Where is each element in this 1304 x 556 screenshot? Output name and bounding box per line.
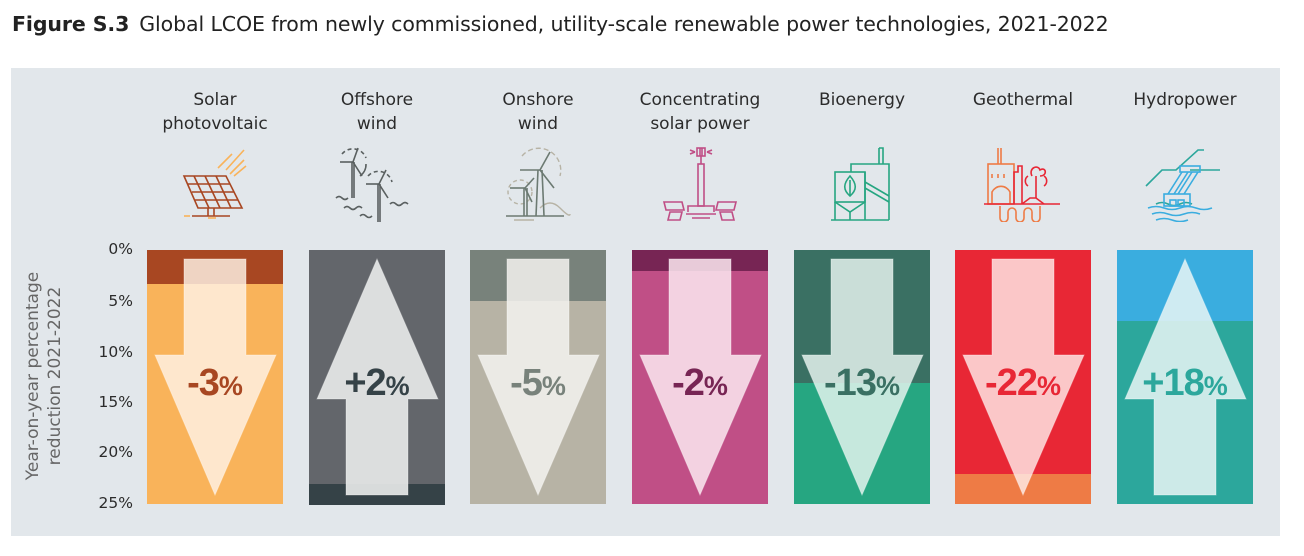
y-axis-label-line2: reduction 2021-2022 xyxy=(45,286,65,466)
label-geothermal: Geothermal xyxy=(972,90,1074,110)
label-offshore-wind: Offshore wind xyxy=(340,90,414,134)
value-label: +2% xyxy=(344,362,410,404)
label-solar-pv: Solar photovoltaic xyxy=(162,90,268,134)
arrow-down-icon xyxy=(639,258,762,497)
offshore-wind-turbine-icon xyxy=(335,147,409,222)
y-axis-label-line1: Year-on-year percentage xyxy=(23,271,43,481)
y-tick-25: 25% xyxy=(98,494,133,512)
value-label: +18% xyxy=(1142,362,1228,404)
arrow-down-icon xyxy=(962,258,1085,497)
value-label: -2% xyxy=(672,362,728,404)
value-label: -3% xyxy=(187,362,243,404)
bar-onshore-wind: -5% xyxy=(470,250,606,504)
y-tick-0: 0% xyxy=(108,240,133,258)
bar-geothermal: -22% xyxy=(955,250,1091,504)
onshore-wind-turbine-icon xyxy=(506,147,571,221)
bar-offshore-wind: +2% xyxy=(309,250,445,505)
y-tick-10: 10% xyxy=(98,343,133,361)
label-onshore-wind: Onshore wind xyxy=(502,90,574,134)
y-tick-20: 20% xyxy=(98,443,133,461)
label-csp: Concentrating solar power xyxy=(639,90,761,134)
bar-solar-pv: -3% xyxy=(147,250,283,504)
bar-csp: -2% xyxy=(632,250,768,504)
bar-hydropower: +18% xyxy=(1117,250,1253,504)
arrow-down-icon xyxy=(801,258,924,497)
label-hydropower: Hydropower xyxy=(1133,90,1237,110)
arrow-up-icon xyxy=(1124,257,1247,496)
arrow-up-icon xyxy=(316,257,439,496)
bar-bioenergy: -13% xyxy=(794,250,930,504)
y-tick-5: 5% xyxy=(108,292,133,310)
y-axis-label: Year-on-year percentage reduction 2021-2… xyxy=(22,246,66,506)
arrow-down-icon xyxy=(154,258,277,497)
value-label: -5% xyxy=(510,362,566,404)
bioenergy-plant-icon xyxy=(831,147,890,221)
value-label: -13% xyxy=(824,362,900,404)
hydropower-dam-icon xyxy=(1145,149,1220,222)
solar-panel-icon xyxy=(182,149,247,219)
label-bioenergy: Bioenergy xyxy=(818,90,906,110)
y-tick-15: 15% xyxy=(98,393,133,411)
arrow-down-icon xyxy=(477,258,600,497)
geothermal-plant-icon xyxy=(984,148,1060,222)
value-label: -22% xyxy=(985,362,1061,404)
figure-caption: Global LCOE from newly commissioned, uti… xyxy=(139,12,1109,36)
figure-title: Figure S.3 Global LCOE from newly commiss… xyxy=(12,12,1109,36)
figure-number: Figure S.3 xyxy=(12,12,130,36)
solar-tower-icon xyxy=(662,147,738,221)
